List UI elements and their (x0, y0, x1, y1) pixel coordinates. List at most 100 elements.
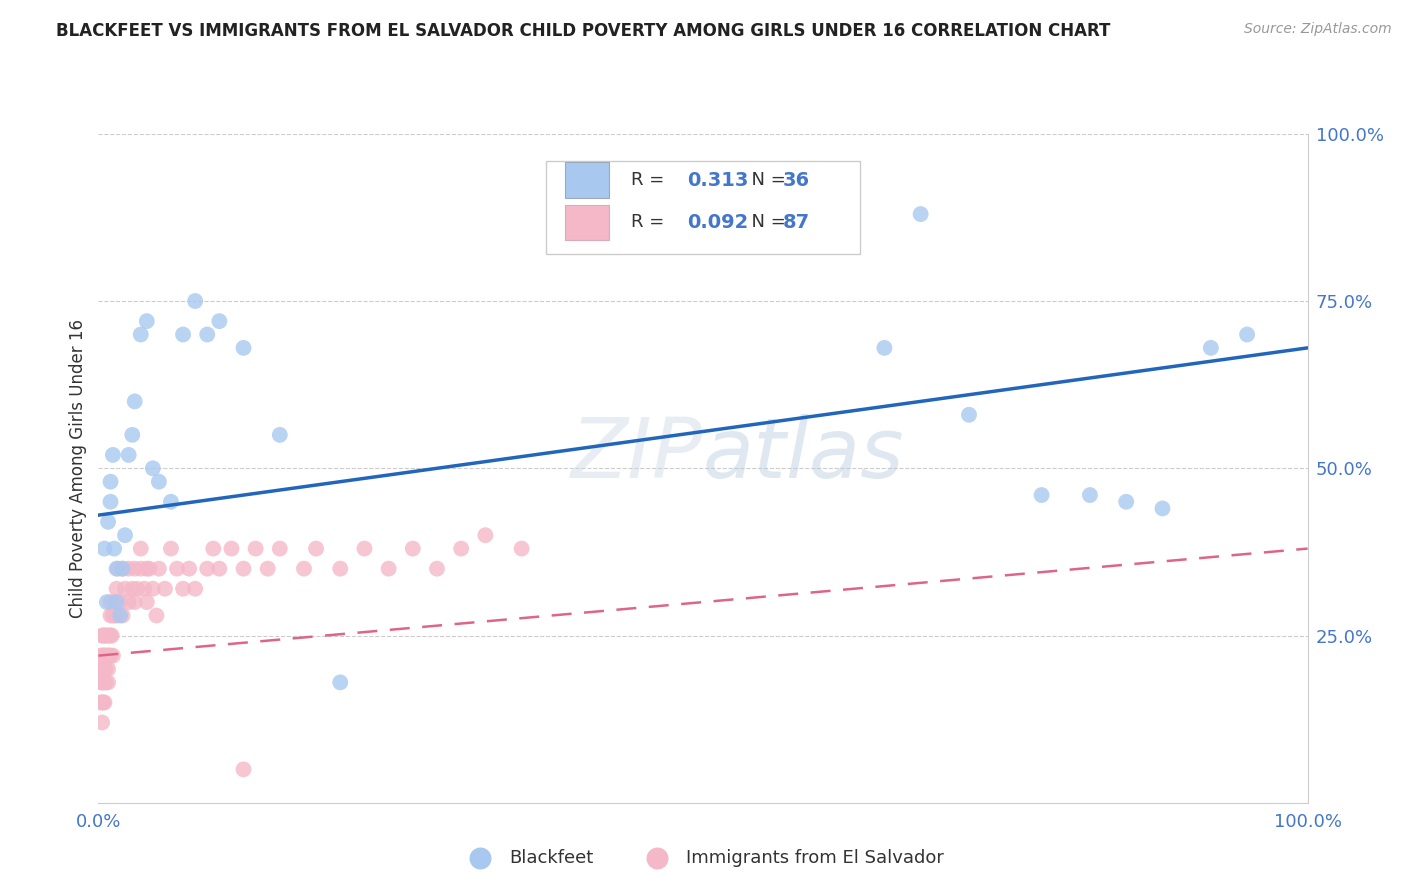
Point (96, 628, 118, 642)
Point (90, 675, 112, 690)
Point (97, 648, 120, 663)
Point (292, 562, 315, 576)
Point (100, 628, 122, 642)
Point (1236, 327, 1258, 342)
Point (377, 562, 399, 576)
Point (232, 762, 254, 776)
Point (129, 327, 152, 342)
Point (124, 562, 146, 576)
Point (100, 648, 122, 663)
Point (97, 675, 120, 690)
Point (142, 582, 165, 596)
Point (127, 582, 149, 596)
Point (402, 541, 425, 556)
Text: N =: N = (741, 171, 792, 189)
Point (135, 595, 157, 609)
Point (94, 662, 117, 676)
Legend: Blackfeet, Immigrants from El Salvador: Blackfeet, Immigrants from El Salvador (456, 842, 950, 874)
Point (148, 562, 170, 576)
Point (873, 341, 896, 355)
Point (329, 675, 352, 690)
Point (100, 494, 122, 508)
Point (184, 294, 207, 309)
Point (121, 428, 143, 442)
Text: 0.092: 0.092 (688, 213, 748, 232)
Text: N =: N = (741, 213, 792, 231)
Point (148, 475, 170, 489)
Point (474, 528, 496, 542)
Point (221, 541, 243, 556)
Point (103, 595, 125, 609)
Point (145, 608, 167, 623)
Point (305, 541, 328, 556)
Point (90, 662, 112, 676)
Text: 87: 87 (783, 213, 810, 232)
Point (208, 314, 231, 328)
Point (129, 562, 152, 576)
Point (96, 595, 118, 609)
Point (124, 595, 146, 609)
Point (101, 608, 124, 623)
Point (91, 696, 114, 710)
Point (98, 628, 121, 642)
Point (329, 562, 352, 576)
Point (104, 608, 127, 623)
Point (179, 562, 201, 576)
Point (426, 562, 449, 576)
Point (1199, 341, 1222, 355)
Point (91, 648, 114, 663)
Point (1078, 488, 1101, 502)
Point (91, 696, 114, 710)
Point (100, 608, 122, 623)
Text: ZIP: ZIP (571, 415, 703, 495)
Point (94, 628, 117, 642)
Point (232, 341, 254, 355)
Point (160, 494, 183, 508)
Point (208, 562, 231, 576)
Point (91, 675, 114, 690)
Point (129, 541, 152, 556)
Point (101, 448, 124, 462)
Point (93, 628, 115, 642)
Point (93, 696, 115, 710)
Point (105, 608, 128, 623)
Point (195, 562, 218, 576)
Point (256, 562, 278, 576)
Point (107, 562, 129, 576)
Point (90, 648, 112, 663)
Point (94, 675, 117, 690)
Point (93, 541, 115, 556)
Point (118, 562, 141, 576)
Text: atlas: atlas (703, 415, 904, 495)
Point (160, 541, 183, 556)
Point (93, 675, 115, 690)
Point (91, 648, 114, 663)
Point (245, 541, 267, 556)
Point (232, 562, 254, 576)
Point (108, 608, 131, 623)
Point (98, 648, 121, 663)
Point (269, 428, 291, 442)
Point (111, 608, 134, 623)
Point (450, 541, 472, 556)
Point (134, 582, 156, 596)
Point (353, 541, 375, 556)
Point (142, 461, 165, 475)
Point (96, 648, 118, 663)
Point (101, 648, 124, 663)
Point (97, 662, 120, 676)
Point (91, 662, 114, 676)
Point (153, 582, 176, 596)
Point (91, 675, 114, 690)
Point (1152, 501, 1174, 516)
Point (93, 648, 115, 663)
Point (118, 448, 141, 462)
Point (138, 562, 160, 576)
Point (105, 562, 128, 576)
Point (121, 582, 143, 596)
Point (91, 715, 114, 730)
Text: 0.313: 0.313 (688, 170, 748, 190)
Point (91, 628, 114, 642)
Text: Source: ZipAtlas.com: Source: ZipAtlas.com (1244, 22, 1392, 37)
Point (108, 595, 131, 609)
